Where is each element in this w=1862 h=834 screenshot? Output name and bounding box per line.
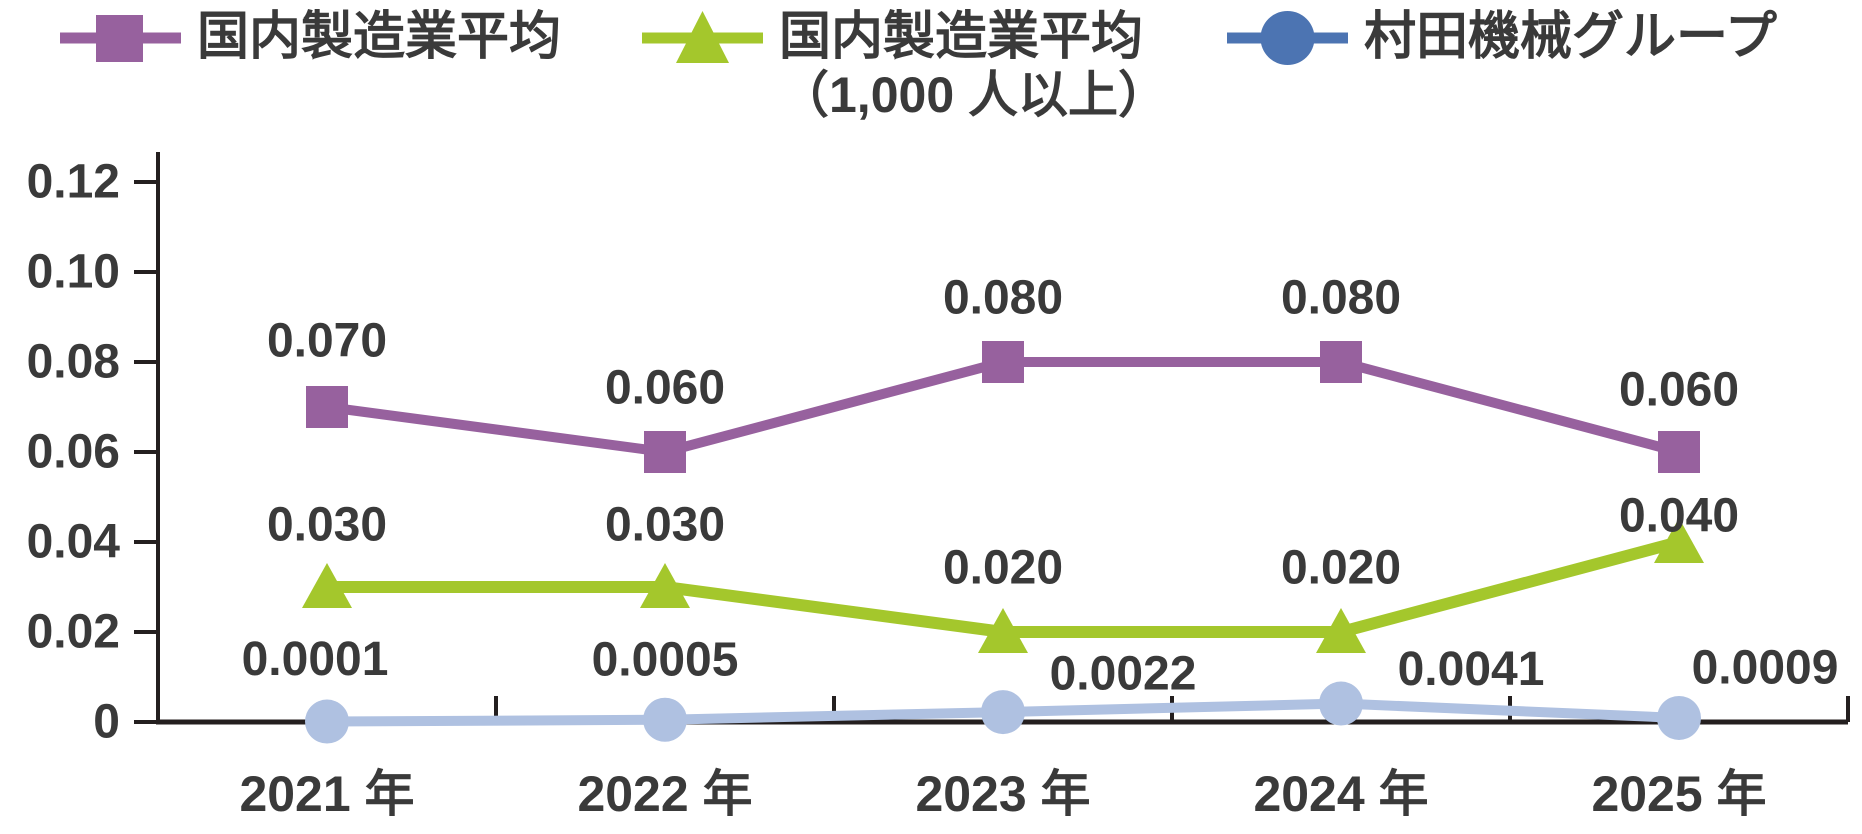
data-point-domestic-manufacturing-avg <box>982 341 1024 383</box>
data-point-domestic-manufacturing-avg <box>306 386 348 428</box>
data-point-label-murata-machinery-group: 0.0005 <box>592 633 739 686</box>
chart-legend: 国内製造業平均 国内製造業平均 （1,000 人以上） 村田機械グループ <box>0 0 1862 130</box>
data-point-label-domestic-manufacturing-avg-1000plus: 0.020 <box>943 542 1063 595</box>
data-point-murata-machinery-group <box>1319 681 1363 726</box>
square-marker-icon <box>60 15 181 62</box>
data-point-label-domestic-manufacturing-avg-1000plus: 0.030 <box>267 499 387 552</box>
data-point-label-murata-machinery-group: 0.0009 <box>1692 641 1839 694</box>
triangle-marker-icon <box>642 11 763 63</box>
data-point-murata-machinery-group <box>981 690 1025 735</box>
data-point-domestic-manufacturing-avg-1000plus <box>302 563 352 608</box>
data-point-label-domestic-manufacturing-avg-1000plus: 0.020 <box>1281 542 1401 595</box>
data-point-label-domestic-manufacturing-avg: 0.080 <box>943 272 1063 325</box>
data-point-label-murata-machinery-group: 0.0022 <box>1050 648 1197 701</box>
y-axis-tick-label: 0.06 <box>27 426 120 479</box>
legend-item-murata-machinery-group: 村田機械グループ <box>1225 6 1777 70</box>
data-point-label-domestic-manufacturing-avg: 0.060 <box>1619 364 1739 417</box>
data-point-label-murata-machinery-group: 0.0041 <box>1398 643 1545 696</box>
legend-label-domestic-manufacturing-avg-1000plus: 国内製造業平均 <box>779 8 1144 66</box>
data-point-murata-machinery-group <box>305 699 349 744</box>
legend-item-domestic-manufacturing-avg: 国内製造業平均 <box>58 6 561 70</box>
data-point-domestic-manufacturing-avg <box>1658 431 1700 473</box>
legend-label-domestic-manufacturing-avg: 国内製造業平均 <box>197 8 562 66</box>
y-axis-tick-label: 0.08 <box>27 336 120 389</box>
data-point-domestic-manufacturing-avg-1000plus <box>640 563 690 608</box>
x-axis-category-label: 2022 年 <box>577 766 752 822</box>
legend-label-murata-machinery-group: 村田機械グループ <box>1364 8 1777 66</box>
data-point-domestic-manufacturing-avg-1000plus <box>1316 608 1366 653</box>
data-point-murata-machinery-group <box>1657 695 1701 740</box>
data-point-label-domestic-manufacturing-avg-1000plus: 0.030 <box>605 499 725 552</box>
x-axis-category-label: 2023 年 <box>915 766 1090 822</box>
legend-item-domestic-manufacturing-avg-1000plus: 国内製造業平均 （1,000 人以上） <box>640 6 1168 122</box>
y-axis-tick-label: 0.12 <box>27 156 120 209</box>
data-point-label-domestic-manufacturing-avg: 0.080 <box>1281 272 1401 325</box>
data-point-domestic-manufacturing-avg-1000plus <box>1654 518 1704 563</box>
y-axis-tick-label: 0.10 <box>27 246 120 299</box>
data-point-label-domestic-manufacturing-avg: 0.060 <box>605 362 725 415</box>
y-axis-tick-label: 0.02 <box>27 606 120 659</box>
x-axis-category-label: 2021 年 <box>239 766 414 822</box>
y-axis-tick-label: 0 <box>93 696 120 749</box>
y-axis-tick-label: 0.04 <box>27 516 121 569</box>
legend-label-line2-domestic-manufacturing-avg-1000plus: （1,000 人以上） <box>779 67 1169 123</box>
data-point-label-murata-machinery-group: 0.0001 <box>242 633 389 686</box>
x-axis-category-label: 2024 年 <box>1253 766 1428 822</box>
data-point-domestic-manufacturing-avg <box>644 431 686 473</box>
data-point-murata-machinery-group <box>643 697 687 742</box>
data-point-domestic-manufacturing-avg-1000plus <box>978 608 1028 653</box>
data-point-label-domestic-manufacturing-avg-1000plus: 0.040 <box>1619 490 1739 543</box>
x-axis-category-label: 2025 年 <box>1591 766 1766 822</box>
data-point-label-domestic-manufacturing-avg: 0.070 <box>267 315 387 368</box>
data-point-domestic-manufacturing-avg <box>1320 341 1362 383</box>
circle-marker-icon <box>1227 11 1348 65</box>
